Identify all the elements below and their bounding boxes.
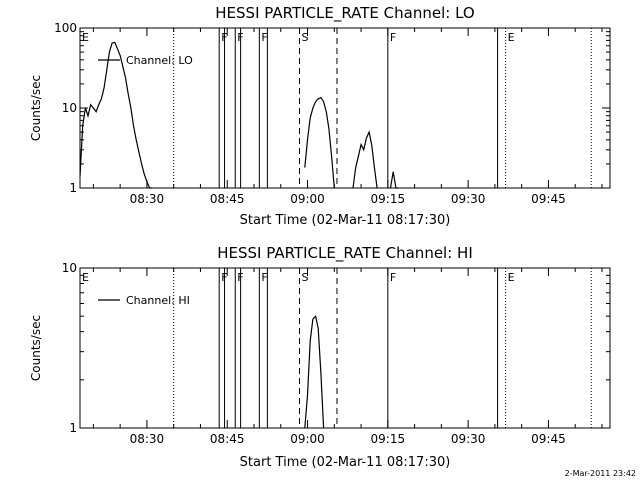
- event-marker-label: F: [390, 271, 396, 284]
- x-tick-label: 09:30: [451, 432, 486, 446]
- x-tick-label: 08:30: [130, 192, 165, 206]
- x-tick-label: 08:30: [130, 432, 165, 446]
- x-tick-label: 09:15: [371, 432, 406, 446]
- legend-label: Channel: LO: [126, 54, 193, 67]
- event-marker-label: E: [82, 271, 89, 284]
- y-axis-label: Counts/sec: [29, 315, 43, 381]
- event-marker-label: F: [390, 31, 396, 44]
- x-tick-label: 09:00: [290, 192, 325, 206]
- event-marker-label: S: [301, 31, 308, 44]
- y-tick-label: 10: [62, 101, 77, 115]
- x-tick-label: 09:30: [451, 192, 486, 206]
- x-axis-label: Start Time (02-Mar-11 08:17:30): [240, 455, 451, 470]
- y-tick-label: 1: [69, 421, 77, 435]
- x-tick-label: 08:45: [210, 432, 245, 446]
- x-tick-label: 08:45: [210, 192, 245, 206]
- x-tick-label: 09:45: [531, 192, 566, 206]
- x-tick-label: 09:45: [531, 432, 566, 446]
- chart-title: HESSI PARTICLE_RATE Channel: HI: [217, 244, 473, 263]
- series-line: [304, 314, 325, 429]
- y-tick-label: 1: [69, 181, 77, 195]
- plot-timestamp: 2-Mar-2011 23:42: [564, 469, 636, 478]
- event-marker-label: E: [82, 31, 89, 44]
- event-marker-label: F: [261, 31, 267, 44]
- event-marker-label: S: [301, 271, 308, 284]
- event-marker-label: F: [261, 271, 267, 284]
- plot-frame: [79, 27, 611, 189]
- series-line: [304, 96, 335, 189]
- series-line: [79, 41, 153, 189]
- x-tick-label: 09:00: [290, 432, 325, 446]
- chart-title: HESSI PARTICLE_RATE Channel: LO: [215, 4, 474, 23]
- event-marker-label: E: [508, 271, 515, 284]
- x-axis-label: Start Time (02-Mar-11 08:17:30): [240, 213, 451, 228]
- series-line: [389, 171, 399, 189]
- event-marker-label: E: [508, 31, 515, 44]
- y-tick-label: 10: [62, 261, 77, 275]
- legend-label: Channel: HI: [126, 294, 190, 307]
- y-axis-label: Counts/sec: [29, 75, 43, 141]
- series-line: [352, 130, 378, 189]
- y-tick-label: 100: [54, 21, 77, 35]
- x-tick-label: 09:15: [371, 192, 406, 206]
- plot-frame: [79, 267, 611, 429]
